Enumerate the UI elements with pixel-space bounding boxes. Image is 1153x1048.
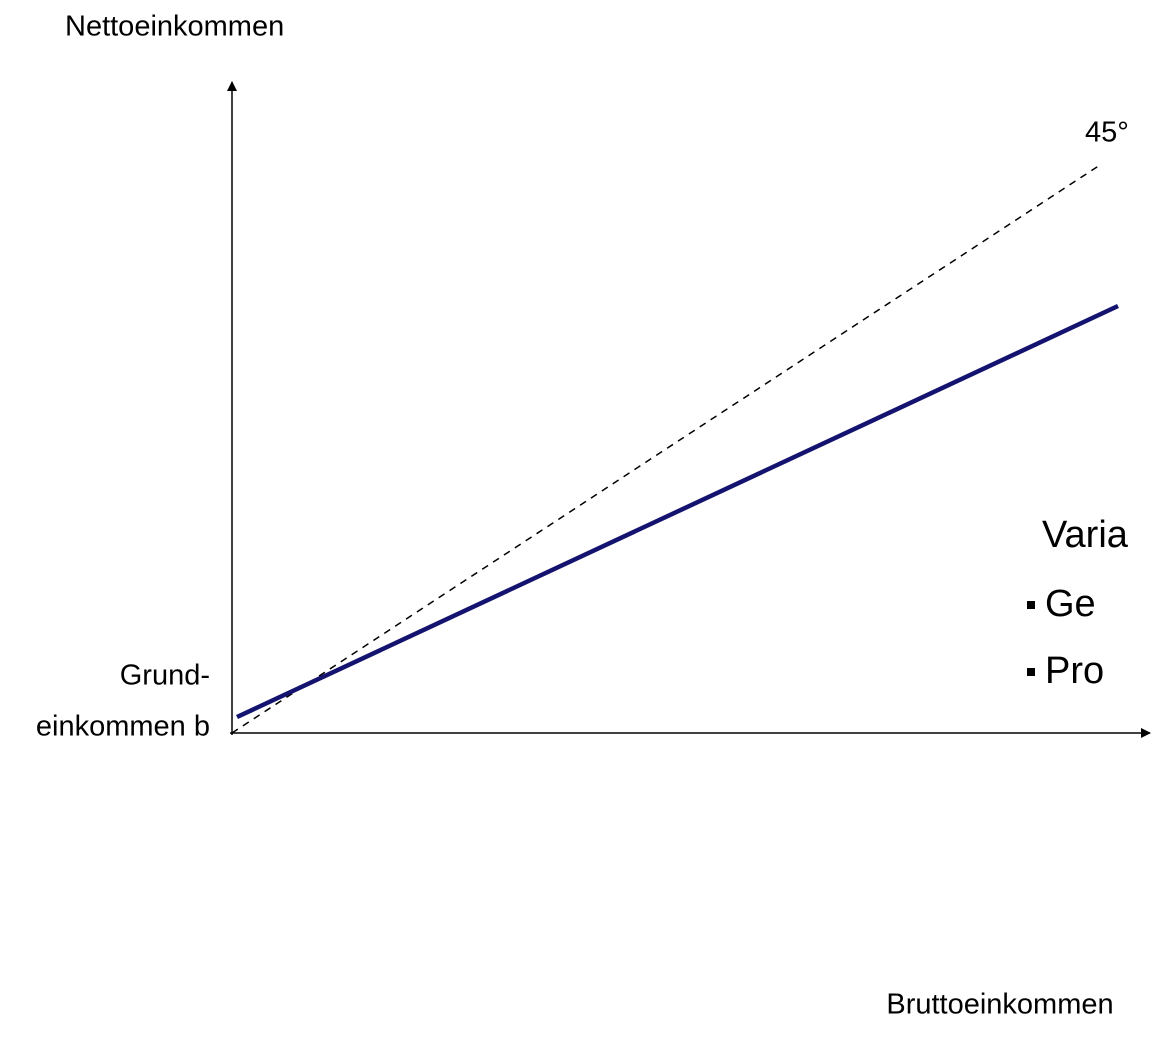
side-bullet: Pro — [1045, 650, 1104, 692]
intercept-label: Grund- — [120, 660, 210, 692]
bullet — [1027, 601, 1035, 609]
diagonal-45 — [231, 164, 1101, 734]
side-bullet: Ge — [1045, 583, 1096, 625]
diagonal-label: 45° — [1085, 117, 1129, 149]
side-heading: Varia — [1042, 514, 1129, 556]
net-income-line — [236, 303, 1119, 720]
bullet — [1027, 668, 1035, 676]
x-axis-label: Bruttoeinkommen — [886, 989, 1113, 1021]
intercept-label: einkommen b — [36, 711, 210, 743]
y-axis-label: Nettoeinkommen — [65, 11, 284, 43]
